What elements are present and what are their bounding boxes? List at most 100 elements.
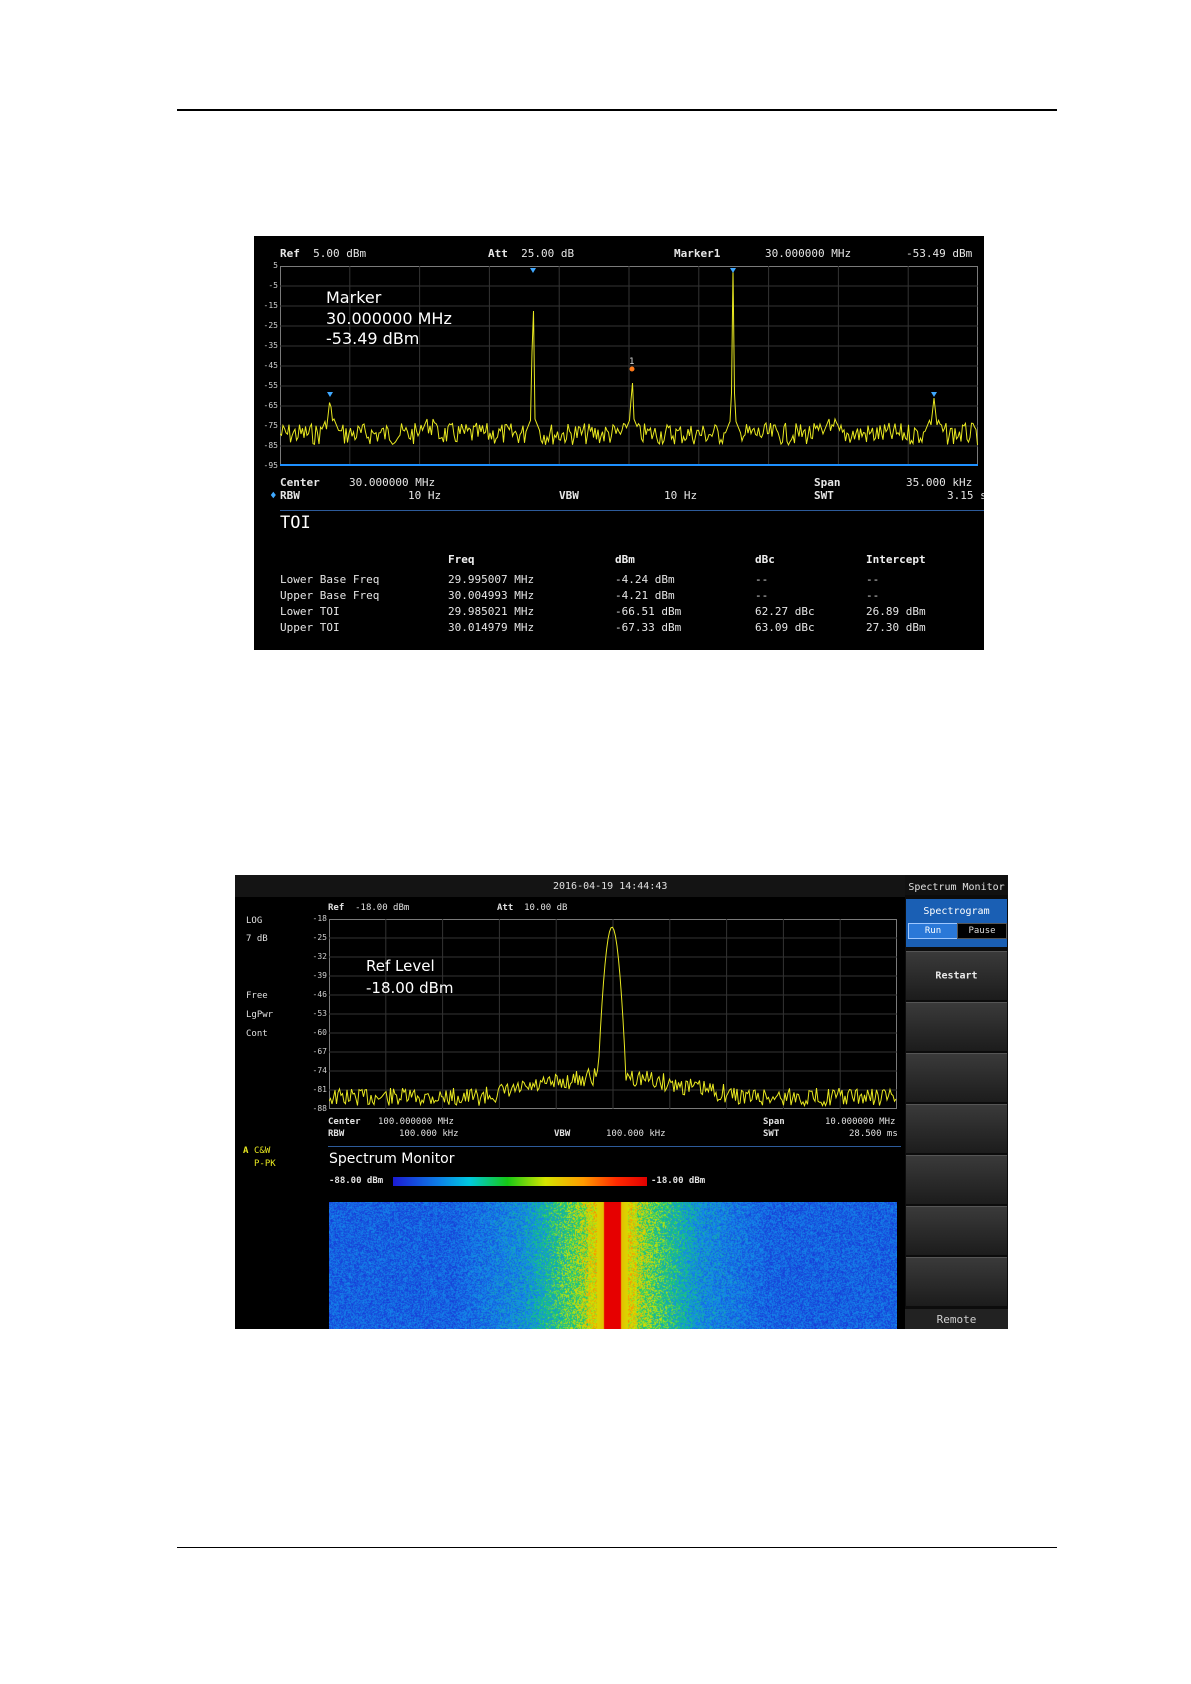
toi-separator: [280, 510, 984, 511]
col-dbc: dBc: [755, 553, 775, 566]
soft-key-8[interactable]: [906, 1257, 1007, 1306]
swt-value: 3.15 s: [947, 489, 984, 502]
center-value: 30.000000 MHz: [349, 476, 436, 489]
center-label: Center: [328, 1117, 361, 1127]
y-tick-label: -75: [263, 421, 278, 430]
rbw-indicator-icon: ♦: [270, 489, 277, 502]
y-tick-label: -25: [312, 933, 327, 942]
spectrum-plot: [329, 919, 897, 1109]
marker-icon: [530, 268, 536, 273]
y-tick-label: -53: [312, 1009, 327, 1018]
monitor-separator: [328, 1146, 901, 1147]
marker-level: -53.49 dBm: [906, 247, 973, 260]
soft-key-3[interactable]: [906, 1002, 1007, 1051]
header-rule: [177, 109, 1057, 111]
soft-menu: Spectrum Monitor Spectrogram Run Pause R…: [905, 875, 1008, 1329]
grid: [280, 266, 978, 466]
active-marker-icon: [629, 366, 635, 372]
col-dbm: dBm: [615, 553, 635, 566]
toi-screenshot: Ref 5.00 dBm Att 25.00 dB Marker 1 30.000…: [254, 236, 984, 650]
vbw-value: 100.000 kHz: [606, 1129, 666, 1139]
legend-max: -18.00 dBm: [651, 1176, 706, 1186]
vbw-label: VBW: [554, 1129, 571, 1139]
y-tick-label: -46: [312, 990, 327, 999]
y-tick-label: -95: [263, 461, 278, 470]
soft-key-5[interactable]: [906, 1104, 1007, 1153]
monitor-title: Spectrum Monitor: [329, 1151, 455, 1167]
datetime: 2016-04-19 14:44:43: [553, 881, 668, 892]
scale-type: LOG: [246, 916, 263, 926]
spectrum-plot: 1: [280, 266, 978, 466]
marker-set: 1: [327, 268, 937, 397]
overlay-marker-freq: 30.000000 MHz: [326, 309, 452, 328]
pause-label: Pause: [968, 926, 996, 936]
menu-title-bar: [905, 875, 1008, 895]
marker-freq: 30.000000 MHz: [765, 247, 852, 260]
trace-detector: P-PK: [254, 1159, 276, 1169]
marker-icon: [327, 392, 333, 397]
rbw-value: 100.000 kHz: [399, 1129, 459, 1139]
vbw-label: VBW: [559, 489, 579, 502]
y-tick-label: -5: [268, 281, 278, 290]
soft-key-7[interactable]: [906, 1206, 1007, 1255]
y-tick-label: -67: [312, 1047, 327, 1056]
col-intercept: Intercept: [866, 553, 926, 566]
trigger-mode: Free: [246, 991, 268, 1001]
swt-value: 28.500 ms: [849, 1129, 898, 1139]
att-readout: Att 25.00 dB: [488, 247, 575, 260]
y-tick-label: -74: [312, 1066, 327, 1075]
overlay-marker-level: -53.49 dBm: [326, 329, 420, 348]
ref-readout: Ref 5.00 dBm: [280, 247, 367, 260]
span-value: 35.000 kHz: [906, 476, 973, 489]
restart-button[interactable]: Restart: [906, 951, 1007, 1000]
y-tick-label: -45: [263, 361, 278, 370]
marker-icon: [931, 392, 937, 397]
y-tick-label: -18: [312, 914, 327, 923]
spectrogram-label: Spectrogram: [923, 906, 990, 917]
spectrogram-waterfall: [329, 1202, 897, 1329]
y-tick-label: -55: [263, 381, 278, 390]
legend-min: -88.00 dBm: [329, 1176, 384, 1186]
remote-label: Remote: [936, 1313, 977, 1326]
sweep-mode: Cont: [246, 1029, 268, 1039]
active-marker-number: 1: [629, 357, 634, 367]
vbw-value: 10 Hz: [664, 489, 698, 502]
col-freq: Freq: [448, 553, 475, 566]
span-label: Span: [814, 476, 841, 489]
overlay-marker-title: Marker: [326, 288, 382, 307]
run-label: Run: [924, 926, 942, 936]
spectrum-trace: [280, 269, 978, 447]
avg-type: LgPwr: [246, 1010, 274, 1020]
status-bar: [235, 875, 905, 897]
span-label: Span: [763, 1117, 785, 1127]
soft-key-4[interactable]: [906, 1053, 1007, 1102]
marker-icon: [730, 268, 736, 273]
spectrogram-menu-item[interactable]: Spectrogram Run Pause: [906, 899, 1007, 947]
center-label: Center: [280, 476, 320, 489]
swt-label: SWT: [763, 1129, 780, 1139]
toi-title: TOI: [280, 513, 311, 533]
soft-key-6[interactable]: [906, 1155, 1007, 1204]
spectrum-monitor-screenshot: 2016-04-19 14:44:43 LOG 7 dB Free LgPwr …: [235, 875, 1008, 1329]
pause-toggle[interactable]: Pause: [957, 923, 1007, 939]
y-tick-label: -88: [312, 1104, 327, 1113]
footer-rule: [177, 1547, 1057, 1548]
spectrum-trace: [329, 926, 897, 1108]
y-tick-label: -85: [263, 441, 278, 450]
y-tick-label: -15: [263, 301, 278, 310]
swt-label: SWT: [814, 489, 834, 502]
y-tick-label: -65: [263, 401, 278, 410]
trace-letter: A: [243, 1146, 249, 1156]
rbw-label: RBW: [328, 1129, 345, 1139]
overlay-ref-title: Ref Level: [366, 957, 435, 975]
menu-title: Spectrum Monitor: [908, 882, 1005, 893]
y-tick-label: -25: [263, 321, 278, 330]
restart-label: Restart: [935, 970, 978, 982]
ref-readout: Ref -18.00 dBm: [328, 903, 410, 913]
span-value: 10.000000 MHz: [825, 1117, 896, 1127]
y-tick-label: -60: [312, 1028, 327, 1037]
color-scale-bar: [393, 1177, 647, 1186]
y-tick-label: -81: [312, 1085, 327, 1094]
y-tick-label: -39: [312, 971, 327, 980]
run-toggle[interactable]: Run: [908, 923, 958, 939]
